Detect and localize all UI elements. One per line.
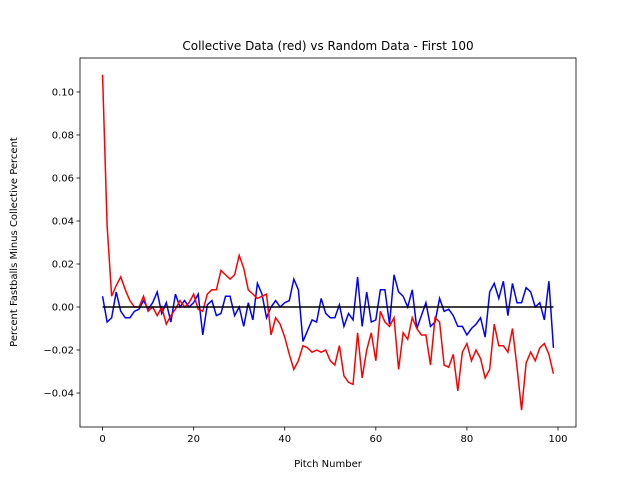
y-tick-label: 0.00: [52, 303, 74, 314]
y-tick-label: 0.08: [52, 130, 74, 141]
x-axis-label: Pitch Number: [294, 459, 363, 470]
series-line: [101, 274, 555, 348]
y-tick-label: −0.02: [43, 346, 74, 357]
x-tick-label: 60: [369, 434, 382, 445]
y-tick-label: 0.06: [52, 173, 74, 184]
x-tick-label: 80: [461, 434, 474, 445]
y-tick-label: 0.10: [52, 87, 74, 98]
y-axis-label: Percent Fastballs Minus Collective Perce…: [9, 137, 20, 347]
y-tick-label: 0.04: [52, 216, 74, 227]
y-tick-label: 0.02: [52, 260, 74, 271]
x-tick-label: 100: [548, 434, 567, 445]
chart-title: Collective Data (red) vs Random Data - F…: [182, 39, 473, 53]
x-tick-label: 40: [278, 434, 291, 445]
plot-frame: [79, 57, 577, 428]
x-tick-label: 0: [99, 434, 105, 445]
x-tick-label: 20: [187, 434, 200, 445]
y-tick-label: −0.04: [43, 389, 74, 400]
series-line: [101, 74, 555, 411]
